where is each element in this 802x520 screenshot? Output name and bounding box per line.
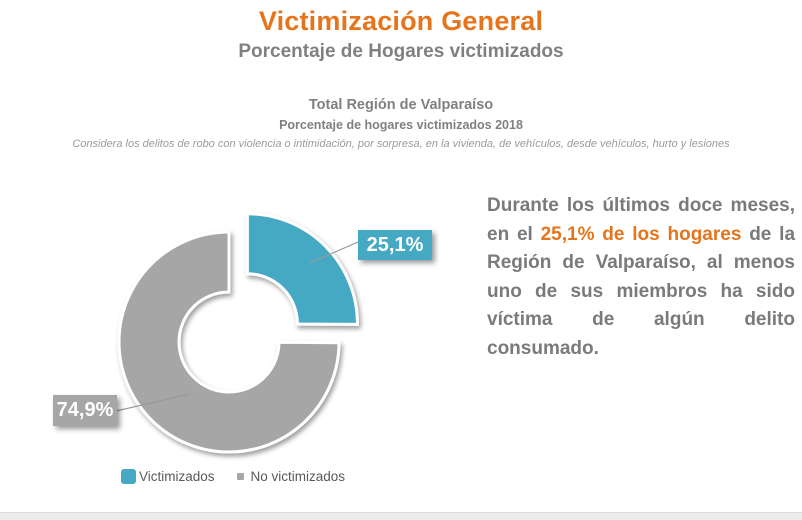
narrative-highlight: 25,1% de los hogares bbox=[540, 223, 742, 245]
page-title: Victimización General bbox=[258, 6, 544, 36]
callout-line-victimizados bbox=[309, 241, 359, 264]
donut-chart bbox=[115, 212, 359, 454]
data-label-victimizados: 25,1% bbox=[358, 230, 432, 260]
chart-subtitle: Porcentaje de hogares victimizados 2018 bbox=[279, 118, 523, 132]
chart-legend: Victimizados No victimizados bbox=[121, 469, 345, 484]
slice-no-victimizados bbox=[117, 230, 341, 454]
legend-label-victimizados: Victimizados bbox=[139, 469, 215, 484]
callout-line-no-victimizados bbox=[115, 393, 191, 412]
data-label-no-victimizados: 74,9% bbox=[53, 395, 117, 426]
slice-victimizados bbox=[245, 212, 359, 326]
legend-swatch-no-victimizados bbox=[236, 473, 244, 480]
legend-swatch-victimizados bbox=[121, 469, 136, 484]
narrative-part1: Durante los últimos doce meses, en el bbox=[487, 195, 795, 245]
narrative-text: Durante los últimos doce meses, en el 25… bbox=[487, 192, 795, 363]
chart-note: Considera los delitos de robo con violen… bbox=[72, 138, 730, 150]
bottom-edge-bar bbox=[0, 512, 802, 520]
narrative-part2: de la Región de Valparaíso, al menos uno… bbox=[487, 223, 796, 359]
page-subtitle: Porcentaje de Hogares victimizados bbox=[238, 41, 564, 62]
legend-label-no-victimizados: No victimizados bbox=[250, 469, 346, 484]
chart-title: Total Región de Valparaíso bbox=[308, 97, 494, 113]
